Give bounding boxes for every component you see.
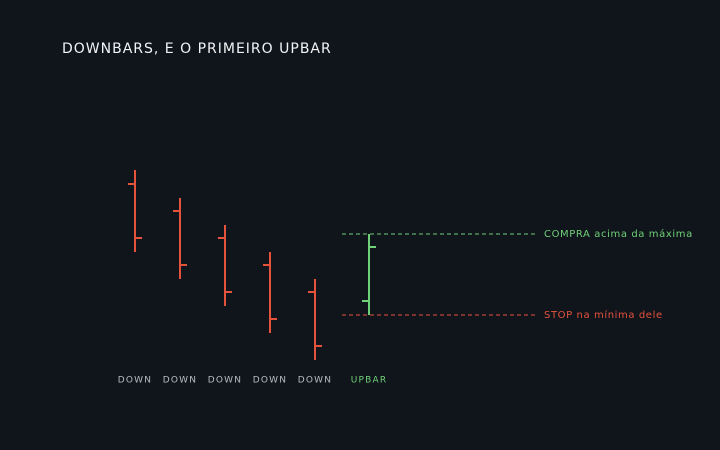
bar-label: DOWN <box>253 376 287 386</box>
stop-annotation: STOP na mínima dele <box>544 309 663 321</box>
bar-label: UPBAR <box>351 376 388 386</box>
up-bar <box>362 234 376 315</box>
down-bar <box>308 279 322 360</box>
bar-label: DOWN <box>298 376 332 386</box>
down-bar <box>263 252 277 333</box>
down-bar <box>128 170 142 252</box>
down-bar <box>218 225 232 306</box>
bar-label: DOWN <box>118 376 152 386</box>
down-bar <box>173 198 187 279</box>
bar-label: DOWN <box>208 376 242 386</box>
title: DOWNBARS, E O PRIMEIRO UPBAR <box>62 41 332 57</box>
buy-annotation: COMPRA acima da máxima <box>544 228 693 240</box>
bar-label: DOWN <box>163 376 197 386</box>
